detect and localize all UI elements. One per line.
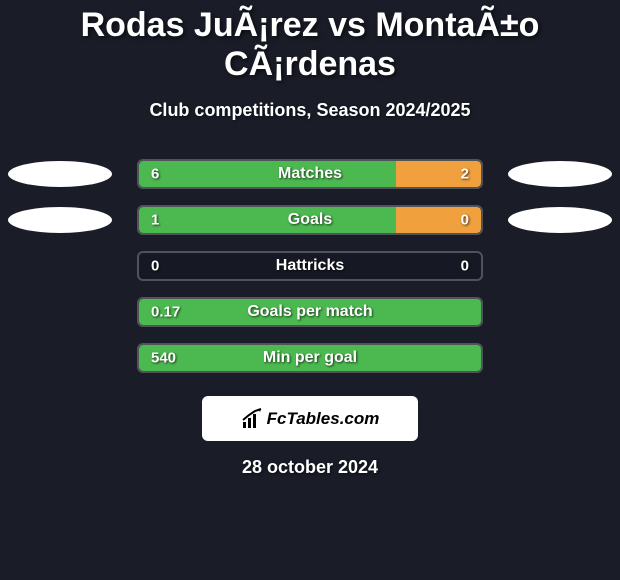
- stat-row: 1 Goals 0: [0, 197, 620, 243]
- bar-track: 0.17 Goals per match: [137, 297, 483, 327]
- metric-label: Goals per match: [247, 303, 372, 321]
- left-value: 1: [151, 212, 159, 229]
- metric-label: Goals: [288, 211, 332, 229]
- left-value: 6: [151, 166, 159, 183]
- stat-row: 0.17 Goals per match: [0, 289, 620, 335]
- bar-left: [139, 207, 396, 233]
- right-value: 0: [461, 258, 469, 275]
- bar-track: 6 Matches 2: [137, 159, 483, 189]
- right-value: 2: [461, 166, 469, 183]
- left-value: 0: [151, 258, 159, 275]
- metric-label: Matches: [278, 165, 342, 183]
- stat-row: 540 Min per goal: [0, 335, 620, 381]
- bar-track: 1 Goals 0: [137, 205, 483, 235]
- stat-row: 0 Hattricks 0: [0, 243, 620, 289]
- left-ellipse: [8, 207, 112, 233]
- stats-rows: 6 Matches 2 1 Goals 0 0 Hattri: [0, 151, 620, 381]
- left-value: 540: [151, 350, 176, 367]
- chart-container: Rodas JuÃ¡rez vs MontaÃ±o CÃ¡rdenas Club…: [0, 0, 620, 580]
- date-text: 28 october 2024: [0, 457, 620, 478]
- right-value: 0: [461, 212, 469, 229]
- right-ellipse: [508, 161, 612, 187]
- metric-label: Hattricks: [276, 257, 344, 275]
- logo-box: FcTables.com: [202, 396, 418, 441]
- left-ellipse: [8, 161, 112, 187]
- right-ellipse: [508, 207, 612, 233]
- page-title: Rodas JuÃ¡rez vs MontaÃ±o CÃ¡rdenas: [0, 0, 620, 84]
- bar-left: [139, 161, 396, 187]
- chart-icon: [241, 408, 263, 430]
- subtitle: Club competitions, Season 2024/2025: [0, 100, 620, 121]
- metric-label: Min per goal: [263, 349, 357, 367]
- left-value: 0.17: [151, 304, 180, 321]
- stat-row: 6 Matches 2: [0, 151, 620, 197]
- logo-text: FcTables.com: [267, 409, 380, 429]
- logo-inner: FcTables.com: [241, 408, 380, 430]
- bar-track: 0 Hattricks 0: [137, 251, 483, 281]
- bar-track: 540 Min per goal: [137, 343, 483, 373]
